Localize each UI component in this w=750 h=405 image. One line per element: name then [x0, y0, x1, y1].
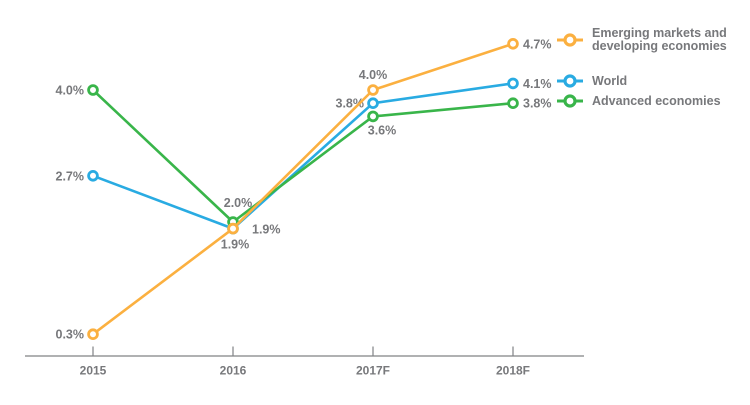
- point-marker-emerging-2018F: [507, 37, 519, 50]
- point-marker-world-2018F: [507, 77, 519, 90]
- tick-label-2018F: 2018F: [496, 364, 530, 378]
- point-marker-advanced-2018F: [507, 97, 519, 109]
- point-label-world-2016: 1.9%: [252, 223, 281, 237]
- point-label-world-2015: 2.7%: [56, 169, 85, 183]
- tick-label-2017F: 2017F: [356, 364, 390, 378]
- point-marker-world-2017F: [367, 97, 379, 109]
- point-label-emerging-2015: 0.3%: [56, 328, 85, 342]
- point-label-advanced-2017F: 3.6%: [368, 123, 397, 137]
- series-line-advanced: [91, 88, 515, 224]
- point-marker-emerging-2015: [87, 328, 99, 341]
- tick-label-2015: 2015: [80, 364, 107, 378]
- series-line-world: [91, 82, 515, 230]
- point-marker-emerging-2016: [227, 222, 239, 235]
- point-label-emerging-2017F: 4.0%: [359, 68, 388, 82]
- point-marker-world-2015: [87, 170, 99, 182]
- point-label-advanced-2016: 2.0%: [224, 196, 253, 210]
- point-label-advanced-2015: 4.0%: [56, 84, 85, 98]
- point-marker-emerging-2017F: [367, 84, 379, 96]
- point-label-emerging-2018F: 4.7%: [523, 37, 552, 51]
- point-label-emerging-2016: 1.9%: [221, 238, 250, 252]
- point-marker-advanced-2017F: [367, 110, 379, 123]
- point-label-world-2018F: 4.1%: [523, 77, 552, 91]
- point-marker-advanced-2015: [87, 84, 99, 96]
- point-label-advanced-2018F: 3.8%: [523, 97, 552, 111]
- series-line-emerging: [91, 42, 515, 336]
- tick-label-2016: 2016: [220, 364, 247, 378]
